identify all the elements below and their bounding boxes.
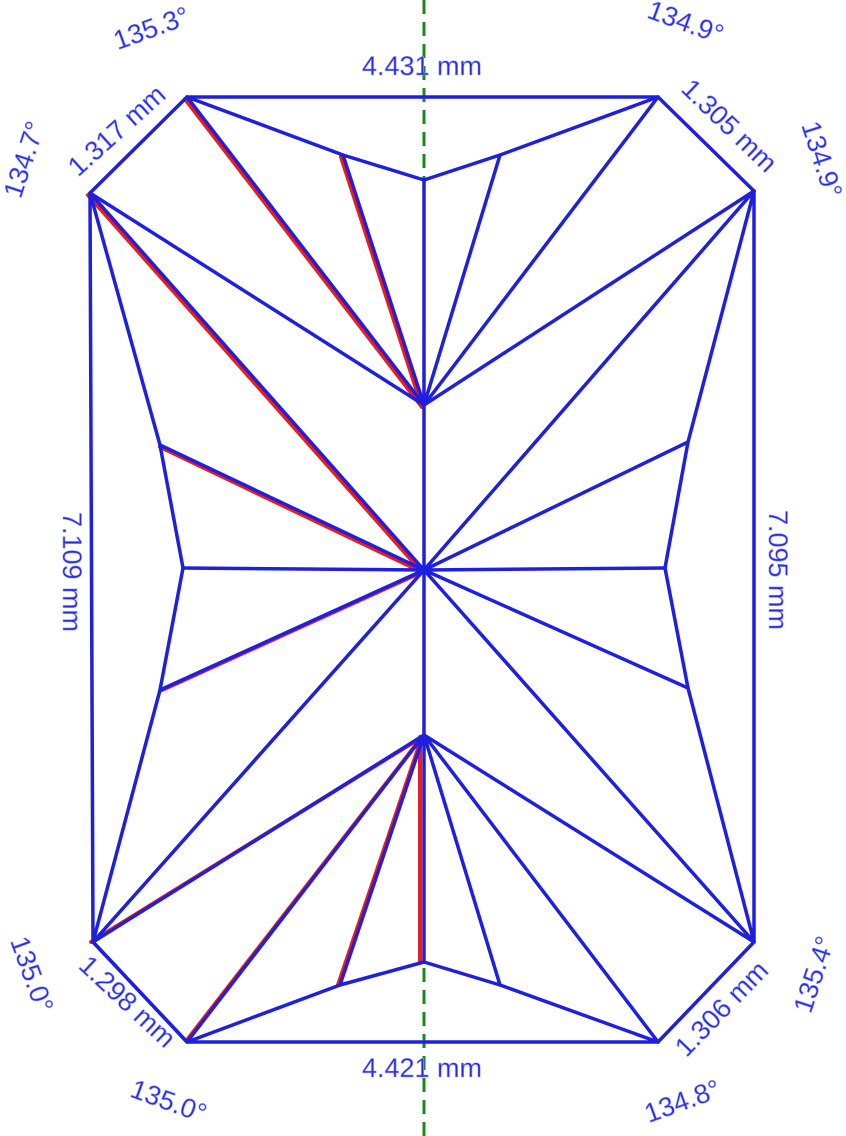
- corner-label: 1.298 mm: [73, 950, 181, 1054]
- angle-label: 134.9°: [644, 0, 728, 50]
- angle-label: 135.3°: [109, 1, 193, 56]
- width-label: 4.421 mm: [362, 1053, 482, 1083]
- angle-label: 134.8°: [640, 1074, 724, 1129]
- blue-facets: [88, 95, 756, 1044]
- angle-label: 134.9°: [795, 118, 846, 202]
- width-label: 4.431 mm: [362, 51, 482, 81]
- angle-label: 135.4°: [788, 933, 841, 1017]
- corner-label: 1.306 mm: [669, 955, 774, 1062]
- length-label: 7.095 mm: [763, 510, 793, 630]
- length-label: 7.109 mm: [57, 512, 87, 632]
- angle-label: 134.7°: [0, 118, 51, 202]
- angle-label: 135.0°: [4, 932, 59, 1016]
- angle-label: 135.0°: [127, 1074, 211, 1129]
- corner-label: 1.305 mm: [676, 73, 783, 178]
